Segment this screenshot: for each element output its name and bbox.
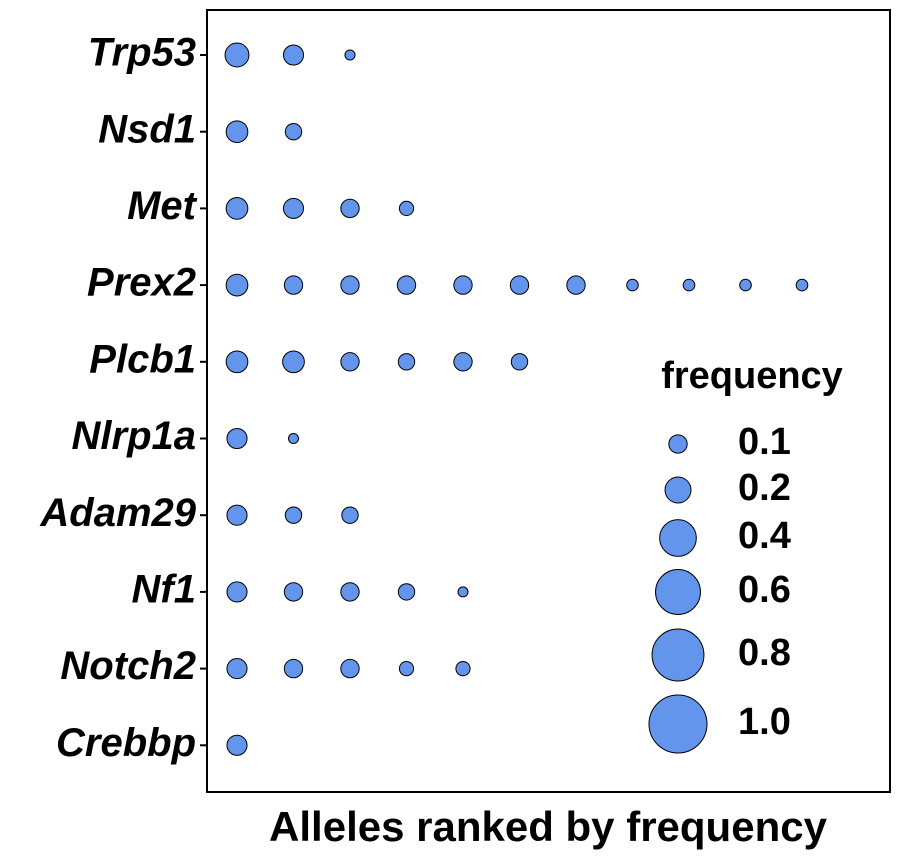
plot-frame: [206, 9, 891, 793]
y-tick-label: Plcb1: [89, 337, 196, 381]
y-tick-label: Notch2: [60, 644, 196, 688]
bubble: [398, 200, 415, 217]
bubble: [340, 582, 360, 602]
legend-label: 0.1: [738, 421, 791, 463]
bubble: [398, 660, 415, 677]
bubble: [340, 352, 360, 372]
y-tick-label: Nsd1: [98, 107, 196, 151]
bubble: [340, 198, 360, 219]
y-tick-label: Prex2: [87, 261, 196, 305]
y-tick-label: Adam29: [39, 491, 196, 535]
bubble: [682, 278, 696, 292]
y-tick-label: Trp53: [88, 31, 196, 75]
bubble: [340, 658, 360, 679]
bubble: [226, 658, 248, 680]
bubble: [626, 278, 639, 292]
bubble: [510, 353, 529, 371]
bubble: [453, 352, 473, 372]
legend-bubble: [651, 628, 705, 682]
bubble: [283, 582, 304, 602]
bubble: [397, 353, 416, 371]
bubble: [225, 197, 249, 220]
bubble: [284, 506, 303, 524]
bubble: [457, 586, 469, 598]
y-tick-label: Met: [127, 184, 198, 228]
bubble: [455, 660, 471, 677]
bubble: [287, 432, 300, 445]
bubble: [226, 504, 248, 526]
bubble: [397, 583, 416, 601]
legend-label: 0.4: [738, 515, 791, 557]
legend-label: 0.6: [738, 569, 791, 611]
bubble: [226, 427, 248, 450]
legend-label: 0.8: [738, 632, 791, 674]
legend-bubble: [664, 476, 692, 504]
y-tick-label: Crebbp: [56, 721, 196, 765]
legend-label: 1.0: [738, 701, 791, 743]
bubble: [282, 350, 305, 374]
y-tick-label: Nf1: [132, 567, 196, 611]
bubble: [225, 350, 249, 374]
bubble: [453, 275, 473, 295]
bubble: [226, 734, 248, 756]
bubble: [283, 275, 304, 295]
x-axis-title: Alleles ranked by frequency: [269, 803, 828, 850]
bubble: [341, 506, 359, 524]
bubble: [226, 581, 248, 603]
bubble: [340, 275, 360, 295]
bubble: [283, 658, 304, 679]
bubble: [224, 42, 250, 68]
bubble: [795, 278, 809, 292]
bubble: [396, 275, 417, 295]
y-tick-label: Nlrp1a: [72, 414, 197, 458]
legend-title: frequency: [661, 355, 843, 397]
bubble: [566, 275, 586, 295]
bubble: [739, 278, 752, 292]
bubble: [225, 273, 249, 297]
bubble: [225, 120, 249, 144]
bubble: [344, 49, 356, 61]
bubble: [509, 275, 530, 295]
legend-bubble: [655, 569, 701, 615]
legend-bubble: [648, 694, 708, 754]
bubble: [284, 122, 303, 141]
legend-label: 0.2: [738, 467, 791, 509]
legend-bubble: [659, 519, 697, 557]
bubble: [282, 44, 305, 66]
bubble: [282, 197, 305, 219]
legend-bubble: [668, 434, 688, 454]
